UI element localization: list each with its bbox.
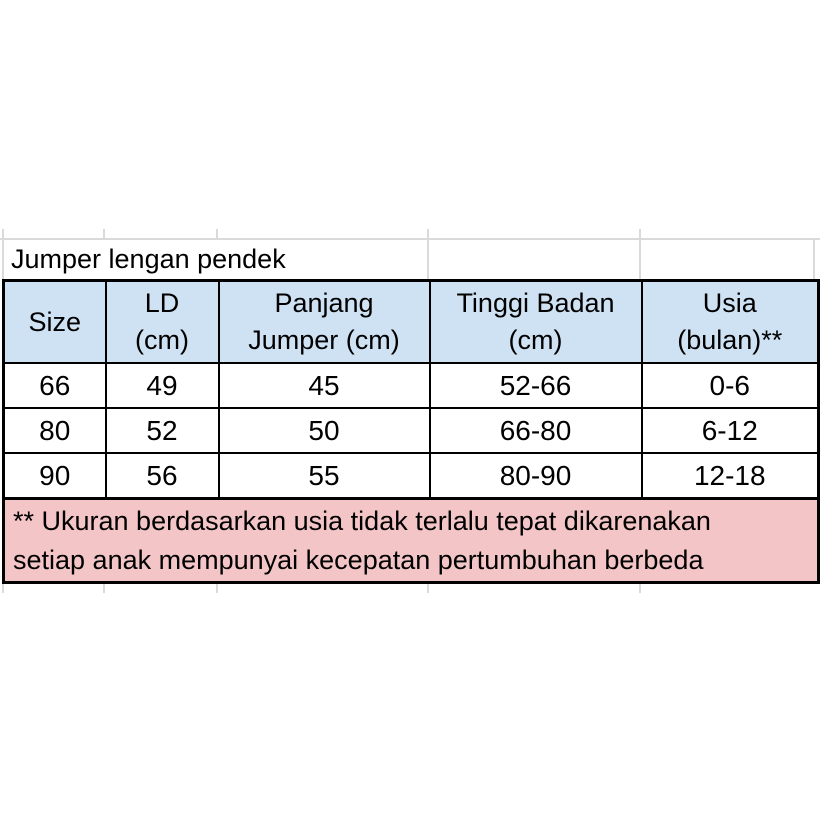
gridline (2, 583, 4, 593)
table-cell: 90 (2, 452, 107, 500)
gridline (216, 583, 218, 593)
table-cell: 49 (104, 362, 220, 409)
table-cell: 80-90 (428, 452, 643, 500)
table-cell: 12-18 (640, 452, 820, 500)
header-cell-panjang-jumper: Panjang Jumper (cm) (217, 279, 431, 364)
table-cell: 56 (104, 452, 220, 500)
table-cell: 0-6 (640, 362, 820, 409)
header-cell-size: Size (2, 279, 107, 364)
gridline (639, 583, 641, 593)
table-cell: 55 (217, 452, 431, 500)
header-cell-ld: LD (cm) (104, 279, 220, 364)
gridline (216, 229, 218, 238)
header-cell-usia: Usia (bulan)** (640, 279, 820, 364)
table-cell: 52-66 (428, 362, 643, 409)
gridline (103, 229, 105, 238)
gridline (639, 229, 641, 238)
table-cell: 66-80 (428, 407, 643, 454)
table-cell: 45 (217, 362, 431, 409)
gridline (639, 240, 641, 279)
sheet-title-cell: Jumper lengan pendek (11, 244, 286, 274)
header-cell-tinggi-badan: Tinggi Badan (cm) (428, 279, 643, 364)
table-cell: 66 (2, 362, 107, 409)
table-cell: 52 (104, 407, 220, 454)
gridline (427, 240, 429, 279)
gridline (813, 240, 815, 279)
gridline (427, 229, 429, 238)
size-chart-table: Size LD (cm) Panjang Jumper (cm) Tinggi … (2, 279, 820, 584)
table-header-row: Size LD (cm) Panjang Jumper (cm) Tinggi … (2, 279, 820, 364)
table-row: 90 56 55 80-90 12-18 (2, 452, 820, 500)
table-cell: 80 (2, 407, 107, 454)
table-cell: 50 (217, 407, 431, 454)
gridline (427, 583, 429, 593)
gridline (0, 238, 820, 240)
gridline (2, 229, 4, 238)
table-row: 66 49 45 52-66 0-6 (2, 362, 820, 409)
table-row: 80 52 50 66-80 6-12 (2, 407, 820, 454)
table-note-row: ** Ukuran berdasarkan usia tidak terlalu… (2, 497, 820, 584)
size-note-cell: ** Ukuran berdasarkan usia tidak terlalu… (2, 497, 820, 584)
gridline (103, 583, 105, 593)
table-cell: 6-12 (640, 407, 820, 454)
gridline (2, 240, 4, 279)
